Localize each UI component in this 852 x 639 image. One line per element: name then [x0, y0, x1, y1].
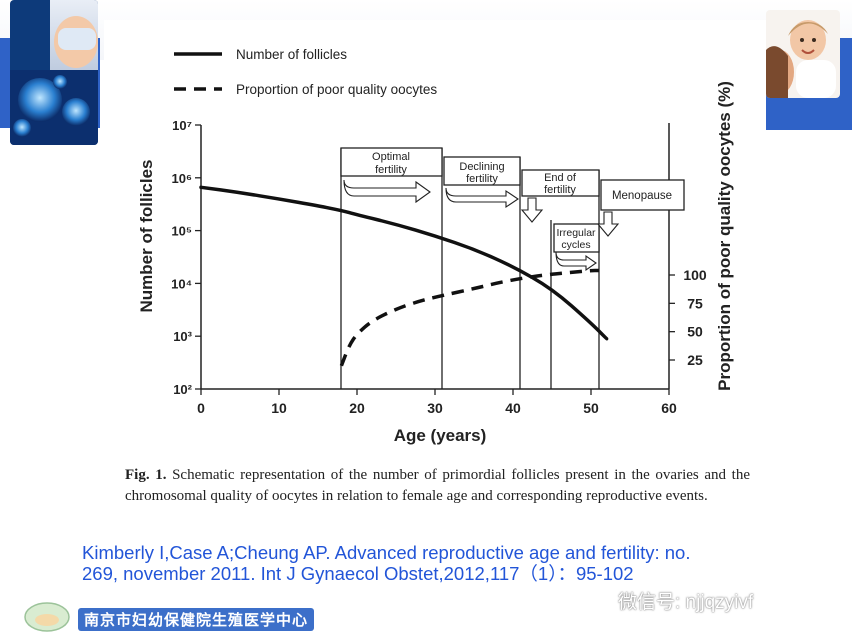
event-box-irregular [553, 223, 600, 253]
y-left-tick-label: 10³ [173, 329, 192, 344]
x-axis-label: Age (years) [394, 426, 487, 445]
follicle-chart: Number of follicles Proportion of poor q… [137, 47, 734, 445]
wechat-watermark: 微信号: njjqzyivf [588, 587, 753, 614]
x-tick-label: 50 [583, 400, 599, 416]
arrow-end [520, 197, 544, 223]
left-axis-ticks: 10² 10³ 10⁴ 10⁵ 10⁶ 10⁷ [171, 118, 201, 397]
x-tick-label: 20 [349, 400, 365, 416]
y-left-tick-label: 10⁴ [171, 276, 192, 291]
event-box-menopause [600, 179, 685, 211]
series-oocytes-line [339, 268, 599, 367]
series-follicles-line [199, 185, 609, 341]
x-tick-label: 40 [505, 400, 521, 416]
event-box-declining [443, 156, 521, 186]
citation-line-2: 269, november 2011. Int J Gynaecol Obste… [82, 563, 634, 584]
x-tick-label: 60 [661, 400, 677, 416]
footer-org-name: 南京市妇幼保健院生殖医学中心 [78, 608, 315, 631]
event-label-irregular-line1: Irregular [556, 227, 596, 239]
watermark-text: 微信号: njjqzyivf [618, 592, 754, 613]
legend-label-oocytes: Proportion of poor quality oocytes [236, 82, 437, 97]
citation-line-1: Kimberly I,Case A;Cheung AP. Advanced re… [82, 542, 691, 563]
event-label-irregular-line2: cycles [561, 239, 590, 251]
x-axis-ticks: 0 10 20 30 40 50 60 [197, 389, 677, 416]
left-axis-label: Number of follicles [137, 159, 156, 312]
y-left-tick-label: 10⁵ [171, 224, 192, 239]
figure-caption-text: Schematic representation of the number o… [125, 467, 750, 504]
figure-caption: Fig. 1. Schematic representation of the … [125, 465, 750, 507]
y-right-tick-label: 25 [687, 352, 703, 368]
y-left-tick-label: 10² [173, 382, 192, 397]
x-tick-label: 10 [271, 400, 287, 416]
wechat-icon [588, 593, 612, 613]
right-axis-ticks: 25 50 75 100 [669, 267, 707, 368]
arrow-irregular [555, 251, 597, 272]
hospital-logo [22, 600, 72, 634]
y-right-tick-label: 100 [683, 267, 707, 283]
arrow-declining [445, 187, 519, 209]
event-box-optimal [340, 147, 443, 177]
event-label-optimal-line1: Optimal [372, 151, 410, 163]
citation: Kimberly I,Case A;Cheung AP. Advanced re… [82, 542, 822, 584]
event-boxes: Optimal fertility Declining fertility En… [340, 147, 685, 389]
x-tick-label: 30 [427, 400, 443, 416]
figure-caption-label: Fig. 1. [125, 467, 167, 483]
y-left-tick-label: 10⁶ [172, 171, 192, 186]
legend-label-follicles: Number of follicles [236, 47, 347, 62]
event-label-declining-line2: fertility [466, 173, 498, 185]
event-label-end-line1: End of [544, 172, 577, 184]
y-left-tick-label: 10⁷ [172, 118, 192, 133]
event-label-menopause: Menopause [612, 190, 672, 202]
event-label-declining-line1: Declining [459, 161, 504, 173]
figure-panel: Number of follicles Proportion of poor q… [104, 20, 766, 540]
event-box-end [521, 169, 600, 197]
event-label-end-line2: fertility [544, 184, 576, 196]
right-axis-label: Proportion of poor quality oocytes (%) [715, 81, 734, 391]
medical-cells-image [10, 0, 98, 145]
event-label-optimal-line2: fertility [375, 164, 407, 176]
y-right-tick-label: 50 [687, 324, 703, 340]
arrow-optimal [343, 179, 431, 204]
arrow-menopause [596, 211, 620, 237]
y-right-tick-label: 75 [687, 295, 703, 311]
mother-baby-image [766, 10, 840, 98]
chart-legend: Number of follicles Proportion of poor q… [174, 47, 437, 97]
x-tick-label: 0 [197, 400, 205, 416]
